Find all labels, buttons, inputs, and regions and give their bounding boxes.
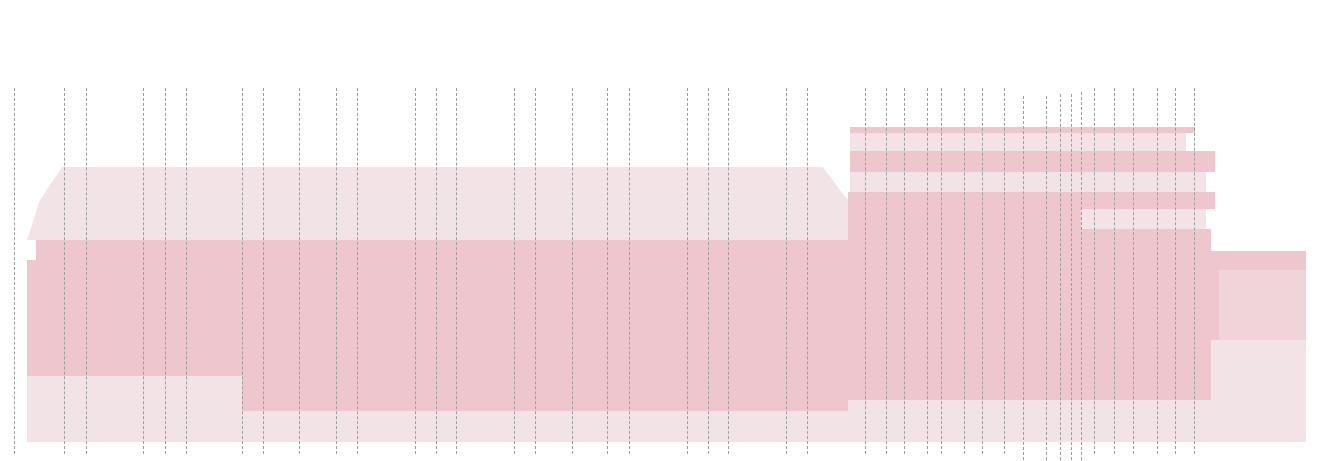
tower-top-floor xyxy=(850,133,1186,151)
grid-line xyxy=(982,88,983,454)
grid-line xyxy=(299,88,300,454)
tower-floor-2 xyxy=(850,172,1206,192)
tower-podium xyxy=(848,400,1211,442)
grid-line xyxy=(728,88,729,454)
left-facade-main xyxy=(27,260,849,376)
grid-line xyxy=(336,88,337,454)
left-ground-wing xyxy=(27,376,242,442)
grid-line xyxy=(1023,96,1024,460)
grid-line xyxy=(415,88,416,454)
grid-line xyxy=(964,88,965,454)
left-cornice-band xyxy=(36,240,848,262)
grid-line xyxy=(165,88,166,454)
grid-line xyxy=(436,88,437,454)
grid-line xyxy=(629,88,630,454)
grid-line xyxy=(1175,88,1176,454)
grid-line xyxy=(687,88,688,454)
tower-roof-slab xyxy=(850,127,1195,133)
grid-line xyxy=(1194,88,1195,454)
grid-line xyxy=(1094,88,1095,454)
annex-lower xyxy=(1211,340,1306,442)
grid-line xyxy=(143,88,144,454)
left-roof-parapet xyxy=(27,167,848,242)
grid-line xyxy=(14,88,15,454)
grid-line xyxy=(886,88,887,454)
grid-line xyxy=(1060,94,1061,460)
grid-line xyxy=(1046,96,1047,460)
left-facade-lower-right xyxy=(242,376,849,411)
grid-line xyxy=(807,88,808,454)
grid-line xyxy=(86,88,87,454)
grid-line xyxy=(242,88,243,454)
grid-line xyxy=(904,88,905,454)
grid-line xyxy=(535,88,536,454)
grid-line xyxy=(607,88,608,454)
grid-line xyxy=(1157,88,1158,454)
grid-line xyxy=(708,88,709,454)
left-plinth xyxy=(242,411,849,442)
grid-line xyxy=(64,88,65,454)
annex-window-panel xyxy=(1219,270,1306,340)
grid-line xyxy=(357,88,358,454)
grid-line xyxy=(941,88,942,454)
grid-line xyxy=(186,88,187,454)
grid-line xyxy=(1004,88,1005,454)
grid-line xyxy=(1133,88,1134,454)
grid-line xyxy=(1071,94,1072,460)
tower-setback-floor xyxy=(1081,209,1206,229)
grid-line xyxy=(1114,88,1115,454)
grid-line xyxy=(456,88,457,454)
grid-line xyxy=(927,88,928,454)
grid-line xyxy=(865,88,866,454)
grid-line xyxy=(572,88,573,454)
grid-line xyxy=(514,88,515,454)
grid-line xyxy=(786,88,787,454)
tower-right-block xyxy=(1081,229,1211,402)
grid-line xyxy=(263,88,264,454)
grid-line xyxy=(1081,92,1082,460)
